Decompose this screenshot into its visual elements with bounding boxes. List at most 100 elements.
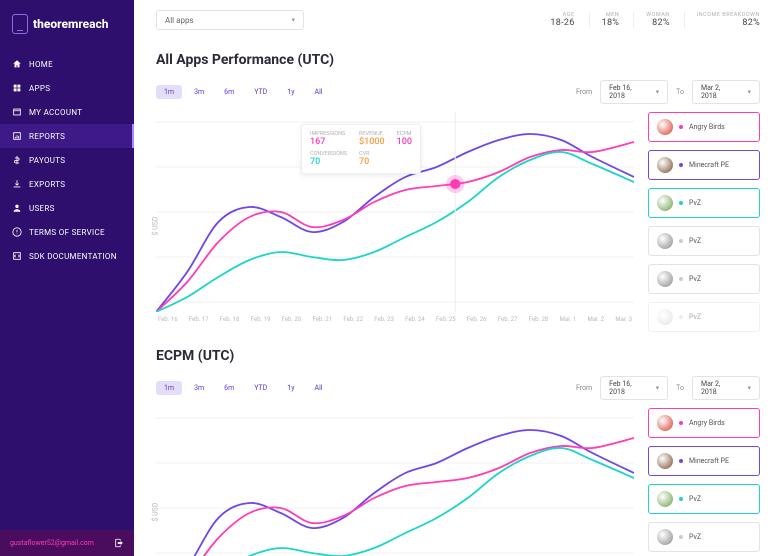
nav-label: MY ACCOUNT: [29, 108, 82, 117]
app-label: PvZ: [689, 199, 701, 207]
nav-item-users[interactable]: USERS: [0, 196, 134, 220]
to-label: To: [676, 384, 684, 392]
section-title: All Apps Performance (UTC): [156, 52, 760, 68]
nav-label: SDK DOCUMENTATION: [29, 252, 117, 261]
app-avatar: [657, 271, 673, 287]
logo[interactable]: theoremreach: [0, 0, 134, 52]
app-list: Angry Birds Minecraft PE PvZ PvZ PvZ PvZ: [648, 112, 760, 332]
app-avatar: [657, 309, 673, 325]
series-dot: [679, 535, 683, 539]
sdk-icon: [12, 251, 22, 261]
nav-item-reports[interactable]: REPORTS: [0, 124, 134, 148]
app-item[interactable]: Minecraft PE: [648, 446, 760, 476]
range-1m[interactable]: 1m: [156, 85, 182, 99]
nav-label: APPS: [29, 84, 50, 93]
logout-icon[interactable]: [114, 538, 124, 548]
controls: 1m3m6mYTD1yAllFromFeb 16, 2018▾ToMar 2, …: [156, 376, 760, 400]
report-section: All Apps Performance (UTC) 1m 3m 6m YTD 1y All…: [134, 36, 782, 332]
chart-wrap: $ USD: [156, 408, 634, 556]
date-from[interactable]: Feb 16, 2018▾: [600, 80, 668, 104]
line-chart: [156, 408, 634, 556]
reports-icon: [12, 131, 22, 141]
nav-label: EXPORTS: [29, 180, 65, 189]
from-label: From: [576, 88, 592, 96]
series-dot: [679, 201, 683, 205]
logo-text: theoremreach: [33, 17, 109, 31]
date-to[interactable]: Mar 2, 2018▾: [692, 376, 760, 400]
app-item[interactable]: PvZ: [648, 484, 760, 514]
range-1y[interactable]: 1y: [279, 85, 302, 99]
range-6m[interactable]: 6m: [216, 85, 242, 99]
app-avatar: [657, 195, 673, 211]
app-item[interactable]: PvZ: [648, 264, 760, 294]
nav-item-apps[interactable]: APPS: [0, 76, 134, 100]
stat: INCOME BREAKDOWN82%: [684, 12, 760, 28]
y-axis-label: $ USD: [151, 217, 159, 236]
app-label: Minecraft PE: [689, 161, 729, 169]
date-to[interactable]: Mar 2, 2018▾: [692, 80, 760, 104]
app-select[interactable]: All apps ▾: [156, 10, 304, 30]
user-email: gustaflower52@gmail.com: [10, 539, 94, 547]
sidebar: theoremreach HOME APPS MY ACCOUNT REPORTSPA…: [0, 0, 134, 556]
range-group: 1m 3m 6m YTD 1y All: [156, 85, 331, 99]
sidebar-footer: gustaflower52@gmail.com: [0, 530, 134, 556]
app-item[interactable]: Angry Birds: [648, 112, 760, 142]
chart-tooltip: IMPRESSIONS167 REVENUE$1000 ECPM100 CONV…: [301, 124, 421, 174]
y-axis-label: $ USD: [151, 503, 159, 522]
range-3m[interactable]: 3m: [186, 381, 212, 395]
nav-item-exports[interactable]: EXPORTS: [0, 172, 134, 196]
series-dot: [679, 277, 683, 281]
app-item[interactable]: Minecraft PE: [648, 150, 760, 180]
stat-value: 18-26: [550, 18, 574, 28]
nav-item-account[interactable]: MY ACCOUNT: [0, 100, 134, 124]
range-YTD[interactable]: YTD: [246, 85, 275, 99]
nav-item-sdk[interactable]: SDK DOCUMENTATION: [0, 244, 134, 268]
x-axis-labels: Feb. 16Feb. 17Feb. 18Feb. 19Feb. 20Feb. …: [156, 312, 634, 323]
stat-value: 82%: [697, 18, 760, 28]
nav-label: TERMS OF SERVICE: [29, 228, 105, 237]
series-dot: [679, 125, 683, 129]
stat-value: 18%: [602, 18, 620, 28]
app-item[interactable]: PvZ: [648, 188, 760, 218]
series-dot: [679, 163, 683, 167]
range-3m[interactable]: 3m: [186, 85, 212, 99]
chevron-down-icon: ▾: [656, 88, 660, 96]
stat-value: 82%: [646, 18, 670, 28]
nav-label: USERS: [29, 204, 55, 213]
app-item[interactable]: Angry Birds: [648, 408, 760, 438]
chevron-down-icon: ▾: [747, 384, 751, 392]
stat: MEN18%: [589, 12, 620, 28]
date-range: From Feb 16, 2018▾ To Mar 2, 2018▾: [576, 80, 760, 104]
range-group: 1m 3m 6m YTD 1y All: [156, 381, 331, 395]
nav-item-terms[interactable]: TERMS OF SERVICE: [0, 220, 134, 244]
nav-item-home[interactable]: HOME: [0, 52, 134, 76]
date-from[interactable]: Feb 16, 2018▾: [600, 376, 668, 400]
app-item[interactable]: PvZ: [648, 522, 760, 552]
series-dot: [679, 315, 683, 319]
app-avatar: [657, 415, 673, 431]
app-item[interactable]: PvZ: [648, 302, 760, 332]
app-label: PvZ: [689, 313, 701, 321]
app-select-value: All apps: [165, 16, 194, 25]
series-dot: [679, 459, 683, 463]
range-1y[interactable]: 1y: [279, 381, 302, 395]
section-title: ECPM (UTC): [156, 348, 760, 364]
range-All[interactable]: All: [307, 85, 331, 99]
range-6m[interactable]: 6m: [216, 381, 242, 395]
app-avatar: [657, 529, 673, 545]
app-item[interactable]: PvZ: [648, 226, 760, 256]
range-1m[interactable]: 1m: [156, 381, 182, 395]
chevron-down-icon: ▾: [291, 16, 295, 24]
to-label: To: [676, 88, 684, 96]
topbar: All apps ▾ AGE18-26MEN18%WOMAN82%INCOME …: [134, 0, 782, 36]
app-avatar: [657, 157, 673, 173]
app-avatar: [657, 453, 673, 469]
users-icon: [12, 203, 22, 213]
series-dot: [679, 497, 683, 501]
payouts-icon: [12, 155, 22, 165]
range-YTD[interactable]: YTD: [246, 381, 275, 395]
nav-item-payouts[interactable]: PAYOUTS: [0, 148, 134, 172]
app-avatar: [657, 119, 673, 135]
exports-icon: [12, 179, 22, 189]
range-All[interactable]: All: [307, 381, 331, 395]
